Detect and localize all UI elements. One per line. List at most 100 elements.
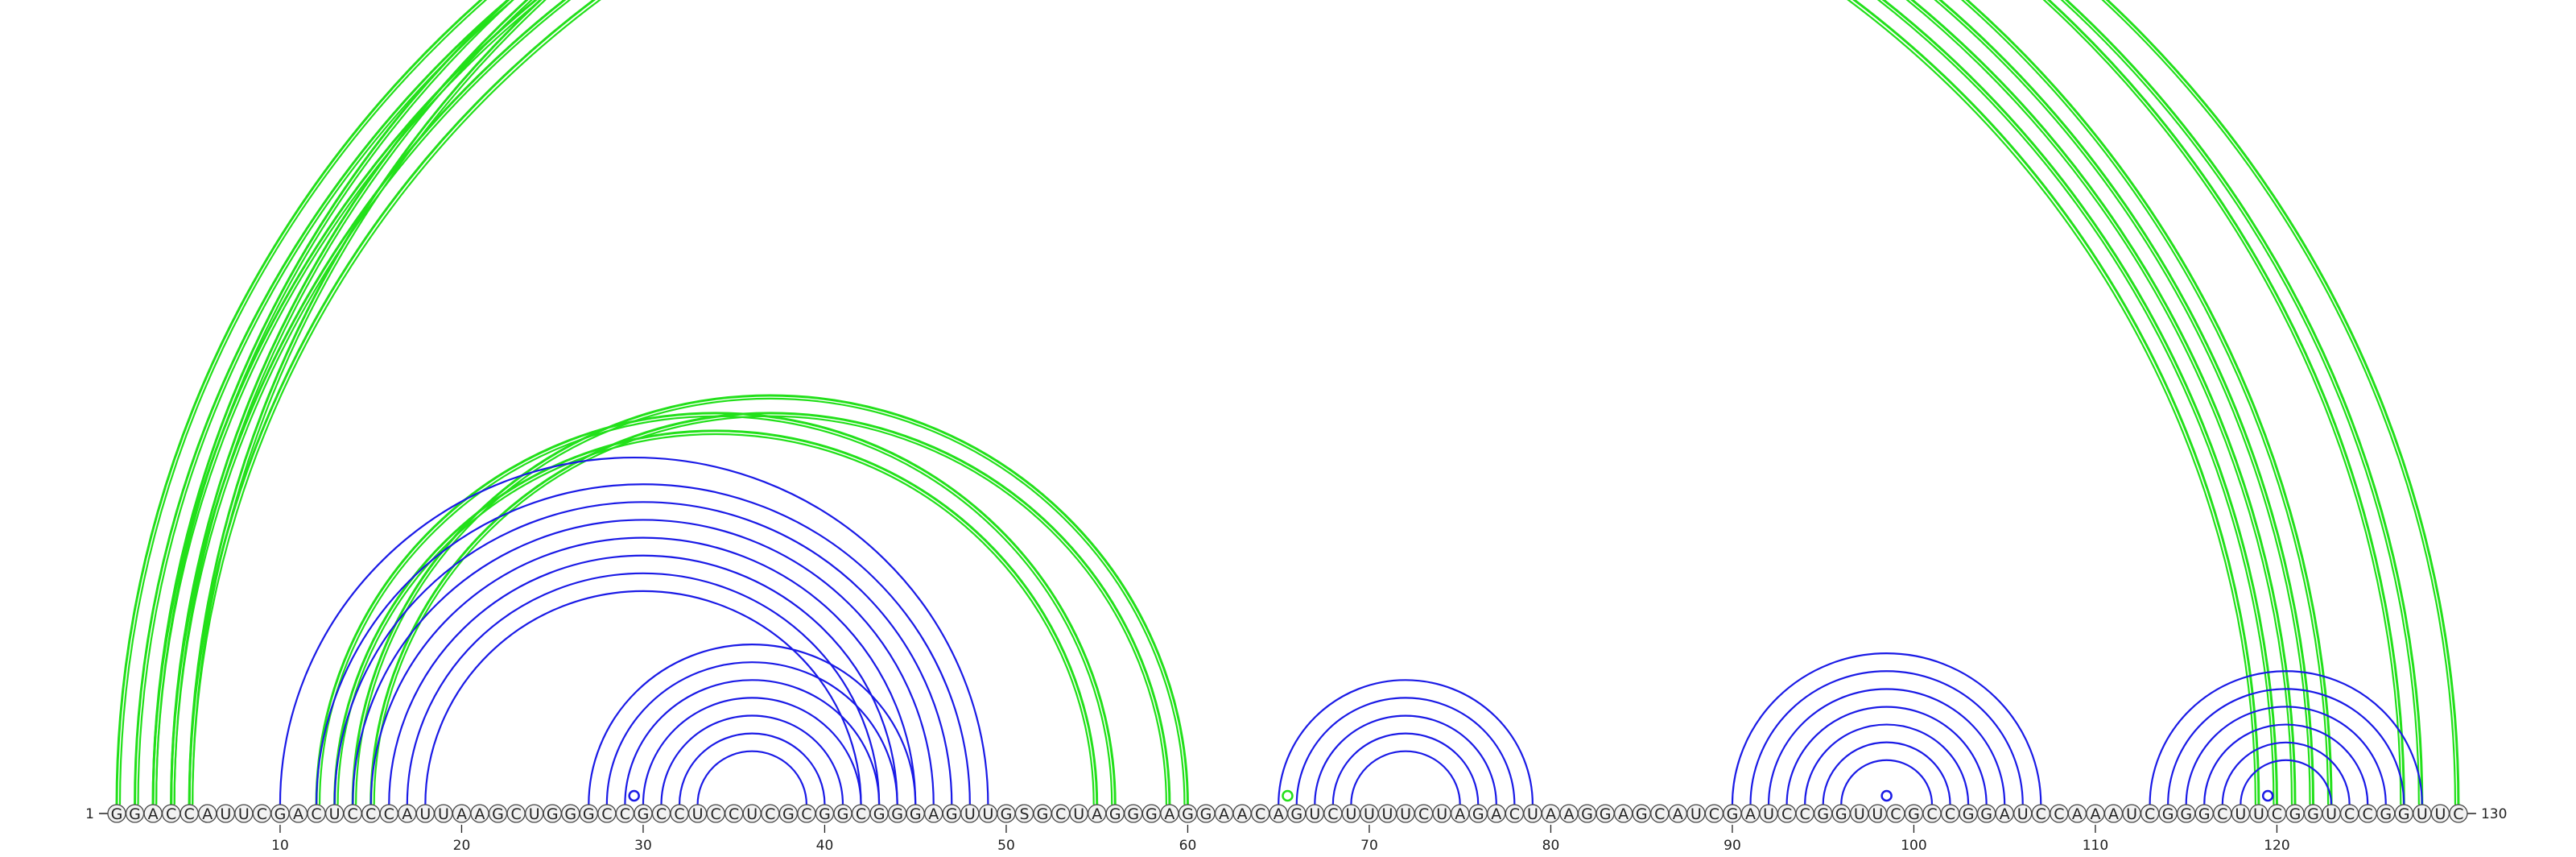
tick-label-20: 20 — [453, 838, 471, 854]
nucleotide-15: C — [365, 805, 376, 823]
nucleotide-107: C — [2036, 805, 2046, 823]
nucleotide-12: C — [311, 805, 321, 823]
green-arc-inner-13-55 — [336, 433, 1095, 805]
nucleotide-54: U — [1073, 805, 1084, 823]
nucleotide-94: C — [1800, 805, 1810, 823]
nucleotide-14: C — [348, 805, 358, 823]
nucleotide-95: G — [1817, 805, 1829, 823]
tick-label-90: 90 — [1724, 838, 1741, 854]
nucleotide-100: G — [1908, 805, 1920, 823]
nucleotide-39: C — [801, 805, 811, 823]
nucleotide-103: G — [1963, 805, 1975, 823]
nucleotide-3: A — [148, 805, 159, 823]
nucleotide-78: C — [1509, 805, 1520, 823]
green-arc-inner-3-127 — [155, 0, 2402, 805]
nucleotide-122: G — [2307, 805, 2319, 823]
tick-label-30: 30 — [634, 838, 652, 854]
nucleotide-104: G — [1980, 805, 1992, 823]
nucleotide-116: G — [2198, 805, 2211, 823]
green-arc-13-55 — [333, 429, 1099, 805]
nucleotide-circle-130 — [2449, 804, 2468, 823]
nucleotide-113: C — [2145, 805, 2155, 823]
nucleotide-13: U — [329, 805, 341, 823]
tick-label-100: 100 — [1901, 838, 1926, 854]
nucleotide-128: U — [2417, 805, 2428, 823]
nucleotide-32: C — [674, 805, 684, 823]
nucleotide-86: C — [1654, 805, 1665, 823]
green-arc-inner-3-121 — [155, 0, 2293, 805]
nucleotide-96: G — [1835, 805, 1847, 823]
nucleotide-108: C — [2054, 805, 2064, 823]
nucleotide-55: A — [1092, 805, 1102, 823]
green-arc-15-59 — [369, 412, 1171, 805]
tick-label-40: 40 — [816, 838, 834, 854]
green-arc-inner-12-56 — [318, 415, 1113, 805]
sequence-start-label: 1 — [85, 806, 94, 822]
nucleotide-49: U — [982, 805, 993, 823]
blue-arc-16-44 — [388, 554, 898, 805]
blue-arc-118-123 — [2240, 759, 2333, 805]
green-arc-inner-5-130 — [192, 0, 2455, 805]
nucleotide-88: U — [1690, 805, 1702, 823]
nucleotide-20: A — [456, 805, 467, 823]
blue-arc-32-40 — [678, 732, 826, 805]
blue-marker-98 — [1880, 789, 1893, 802]
nucleotide-23: C — [510, 805, 521, 823]
nucleotide-81: A — [1564, 805, 1575, 823]
nucleotide-46: A — [928, 805, 939, 823]
nucleotide-93: C — [1781, 805, 1792, 823]
nucleotide-21: A — [475, 805, 485, 823]
blue-arc-90-107 — [1731, 652, 2042, 805]
nucleotide-22: G — [492, 805, 504, 823]
tick-label-60: 60 — [1179, 838, 1197, 854]
nucleotide-87: A — [1673, 805, 1683, 823]
nucleotide-63: A — [1237, 805, 1248, 823]
blue-arc-114-127 — [2167, 688, 2405, 805]
nucleotide-115: G — [2180, 805, 2192, 823]
nucleotide-129: U — [2434, 805, 2446, 823]
nucleotide-83: G — [1600, 805, 1612, 823]
blue-arc-65-79 — [1278, 679, 1534, 805]
nucleotide-125: C — [2363, 805, 2373, 823]
nucleotide-31: C — [656, 805, 667, 823]
nucleotide-84: A — [1618, 805, 1629, 823]
nucleotide-79: U — [1527, 805, 1538, 823]
green-arc-3-121 — [151, 0, 2297, 805]
green-arc-5-130 — [189, 0, 2458, 805]
nucleotide-11: A — [293, 805, 303, 823]
blue-arc-12-48 — [315, 483, 971, 805]
nucleotide-42: C — [856, 805, 866, 823]
nucleotide-80: A — [1546, 805, 1556, 823]
nucleotide-50: G — [1001, 805, 1013, 823]
green-arc-1-123 — [115, 0, 2333, 805]
green-arc-4-128 — [170, 0, 2424, 805]
nucleotide-2: G — [129, 805, 141, 823]
green-arc-inner-2-122 — [137, 0, 2311, 805]
nucleotide-37: C — [765, 805, 775, 823]
blue-arc-layer — [279, 456, 2423, 805]
nucleotide-85: G — [1636, 805, 1648, 823]
nucleotide-109: A — [2072, 805, 2083, 823]
nucleotide-61: G — [1200, 805, 1212, 823]
nucleotide-30: G — [638, 805, 650, 823]
blue-arc-33-39 — [696, 750, 807, 805]
blue-arc-29-43 — [624, 679, 881, 805]
blue-arc-17-43 — [406, 572, 881, 805]
sequence-end-label: 130 — [2481, 806, 2507, 822]
nucleotide-102: C — [1945, 805, 1955, 823]
blue-arc-68-76 — [1331, 732, 1480, 805]
nucleotide-89: C — [1709, 805, 1719, 823]
blue-arc-92-105 — [1767, 688, 2006, 805]
nucleotide-64: C — [1255, 805, 1265, 823]
nucleotide-90: G — [1727, 805, 1739, 823]
nucleotide-19: U — [438, 805, 449, 823]
nucleotide-71: U — [1382, 805, 1393, 823]
green-arc-inner-4-120 — [173, 0, 2275, 805]
nucleotide-18: U — [419, 805, 431, 823]
nucleotide-101: C — [1926, 805, 1937, 823]
nucleotide-1: G — [111, 805, 123, 823]
nucleotide-98: U — [1872, 805, 1883, 823]
nucleotide-110: A — [2090, 805, 2100, 823]
blue-arc-93-104 — [1785, 706, 1988, 805]
